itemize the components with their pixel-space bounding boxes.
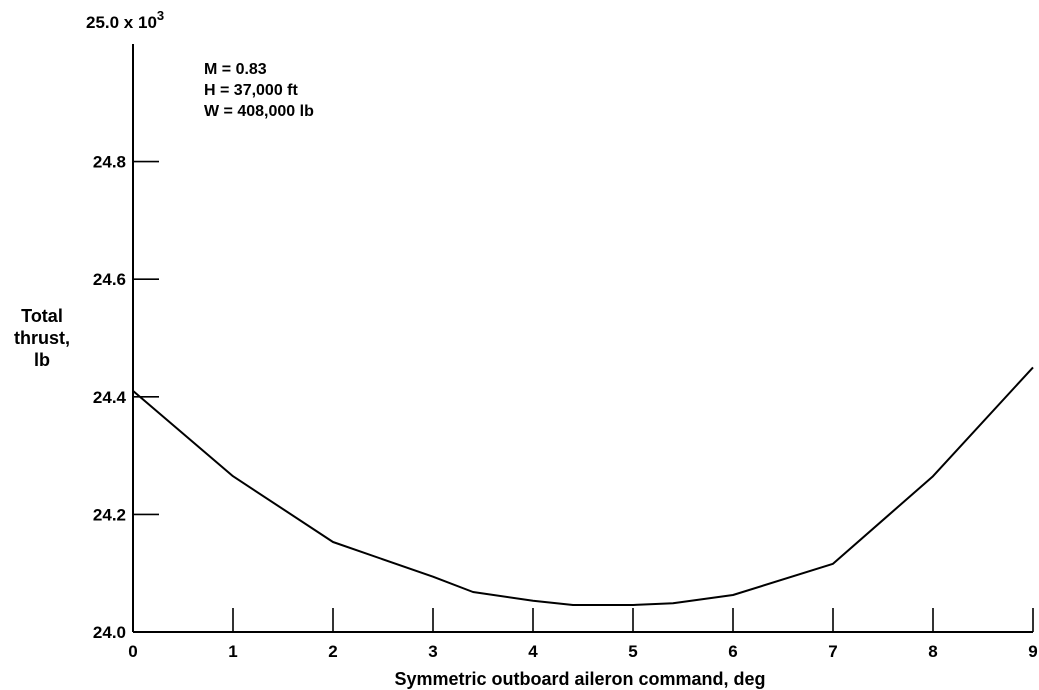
x-tick-label: 2 — [328, 642, 337, 661]
x-ticks: 0 1 2 3 4 5 6 7 8 9 — [128, 608, 1038, 661]
thrust-series-line — [132, 366, 1034, 606]
series-layer — [132, 366, 1034, 606]
annotation-altitude: H = 37,000 ft — [204, 82, 299, 99]
x-tick-label: 8 — [928, 642, 937, 661]
x-tick-label: 6 — [728, 642, 737, 661]
y-axis-title-line-2: thrust, — [14, 328, 70, 348]
y-scale-exponent: 3 — [157, 8, 164, 23]
y-ticks: 24.0 24.2 24.4 24.6 24.8 25.0 x 103 — [86, 8, 164, 642]
y-tick-label: 24.2 — [93, 505, 126, 524]
y-axis-title-line-1: Total — [21, 306, 63, 326]
x-tick-label: 3 — [428, 642, 437, 661]
x-tick-label: 4 — [528, 642, 538, 661]
x-tick-label: 1 — [228, 642, 237, 661]
y-axis-title-line-3: lb — [34, 350, 50, 370]
y-tick-label: 24.0 — [93, 623, 126, 642]
annotation-mach: M = 0.83 — [204, 61, 267, 78]
x-axis-title: Symmetric outboard aileron command, deg — [394, 669, 765, 689]
y-tick-label: 24.6 — [93, 270, 126, 289]
y-axis-title: Total thrust, lb — [14, 306, 70, 370]
x-tick-label: 5 — [628, 642, 637, 661]
x-tick-label: 0 — [128, 642, 137, 661]
y-tick-label: 24.4 — [93, 388, 127, 407]
flight-conditions-annotation: M = 0.83 H = 37,000 ft W = 408,000 lb — [204, 61, 314, 120]
y-tick-label: 24.8 — [93, 153, 126, 172]
annotation-weight: W = 408,000 lb — [204, 103, 314, 120]
axes — [132, 44, 1033, 633]
x-tick-label: 9 — [1028, 642, 1037, 661]
y-tick-label: 25.0 x 103 — [86, 8, 164, 32]
x-tick-label: 7 — [828, 642, 837, 661]
